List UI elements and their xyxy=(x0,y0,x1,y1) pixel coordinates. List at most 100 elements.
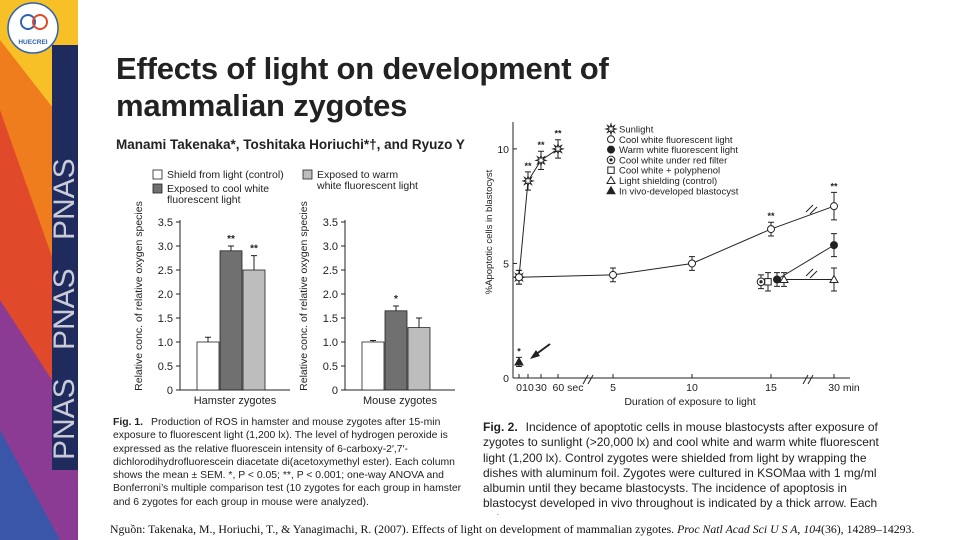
legend-label: Light shielding (control) xyxy=(619,176,717,187)
significance: * xyxy=(394,294,398,305)
significance: ** xyxy=(250,244,258,255)
pnas-strip xyxy=(52,45,80,470)
bar xyxy=(242,269,266,391)
marker-triangle xyxy=(606,185,616,195)
y-tick-label: 3.5 xyxy=(158,217,173,229)
marker-circle xyxy=(607,135,615,144)
y-tick-label: 2.5 xyxy=(158,265,173,277)
x-tick-label: 5 xyxy=(610,382,616,394)
y-axis-label: Relative conc. of relative oxygen specie… xyxy=(133,201,145,391)
marker-triangle xyxy=(779,274,789,283)
source-text: Nguồn: Takenaka, M., Horiuchi, T., & Yan… xyxy=(110,522,678,536)
bar xyxy=(219,250,243,391)
fig2-caption: Fig. 2. Incidence of apoptotic cells in m… xyxy=(483,420,903,515)
fig-label: Fig. 2. xyxy=(483,420,518,434)
error-bar xyxy=(393,305,399,311)
pnas-mark: PNAS xyxy=(48,158,81,240)
marker-dot xyxy=(609,158,613,162)
significance: ** xyxy=(227,234,235,245)
marker-circle xyxy=(830,202,838,211)
y-tick-label: 1.0 xyxy=(158,337,173,349)
source: Nguồn: Takenaka, M., Horiuchi, T., & Yan… xyxy=(110,522,914,537)
y-tick-label: 0 xyxy=(503,373,509,385)
y-tick-label: 2.5 xyxy=(323,265,338,277)
marker-dot xyxy=(759,280,763,284)
marker-circle xyxy=(607,145,615,154)
x-tick-label: 10 xyxy=(522,382,534,394)
marker-circle xyxy=(609,270,617,279)
legend-swatch xyxy=(152,183,163,194)
significance: ** xyxy=(537,140,545,150)
significance: ** xyxy=(524,161,532,171)
marker-square xyxy=(764,278,772,286)
title-line: Effects of light on development of xyxy=(116,51,609,86)
y-tick-label: 2.0 xyxy=(158,289,173,301)
legend-label-line: Exposed to cool white xyxy=(167,183,269,195)
fig-label: Fig. 1. xyxy=(113,417,144,428)
marker-circle xyxy=(767,225,775,234)
legend-label-line: white fluorescent light xyxy=(316,180,418,192)
y-tick-label: 0.5 xyxy=(158,361,173,373)
series-line xyxy=(776,244,835,280)
pnas-mark: PNAS xyxy=(48,268,81,350)
fig1-caption: Fig. 1. Production of ROS in hamster and … xyxy=(113,416,471,508)
error-bar xyxy=(228,245,234,251)
bar xyxy=(407,327,431,391)
legend-label: Shield from light (control) xyxy=(167,169,284,181)
y-tick-label: 0.5 xyxy=(323,361,338,373)
y-tick-label: 3.5 xyxy=(323,217,338,229)
x-tick-label: 60 sec xyxy=(553,382,584,394)
marker-circle xyxy=(515,273,523,282)
marker-circle xyxy=(830,241,838,250)
marker-bullseye xyxy=(756,277,766,287)
y-tick-label: 1.5 xyxy=(158,313,173,325)
x-tick-label: 10 xyxy=(686,382,698,394)
y-tick-label: 0 xyxy=(167,385,173,397)
y-tick-label: 3.0 xyxy=(158,241,173,253)
legend-label: Exposed to warm white fluorescent light xyxy=(316,169,418,192)
x-axis-label: Hamster zygotes xyxy=(194,395,277,407)
marker-triangle xyxy=(606,175,616,184)
legend-label-line: Exposed to warm xyxy=(317,169,398,181)
pnas-mark: PNAS xyxy=(48,378,81,460)
y-axis-label: Relative conc. of relative oxygen specie… xyxy=(298,201,310,391)
marker-star xyxy=(521,174,535,188)
legend-swatch xyxy=(302,169,313,180)
x-axis-label: Mouse zygotes xyxy=(363,395,437,407)
legend-label: In vivo-developed blastocyst xyxy=(619,186,739,197)
caption-text: Incidence of apoptotic cells in mouse bl… xyxy=(483,420,879,515)
error-bar xyxy=(416,317,422,328)
x-tick-label: 30 min xyxy=(828,382,860,394)
x-tick-label: 0 xyxy=(516,382,522,394)
marker-triangle xyxy=(514,356,524,366)
y-tick-label: 5 xyxy=(503,258,509,270)
legend-label-line: fluorescent light xyxy=(167,194,241,206)
legend-label: Exposed to cool white fluorescent light xyxy=(167,183,269,206)
error-bar xyxy=(251,255,257,270)
x-tick-label: 30 xyxy=(535,382,547,394)
y-tick-label: 1.5 xyxy=(323,313,338,325)
marker-star xyxy=(534,153,548,168)
paper-title: Effects of light on development of mammal… xyxy=(116,50,609,124)
legend-label: Sunlight xyxy=(619,125,654,136)
logo-icon xyxy=(20,14,36,30)
y-axis-label: %Apoptotic cells in blastocyst xyxy=(484,169,495,294)
significance: ** xyxy=(554,129,562,139)
title-line: mammalian zygotes xyxy=(116,88,408,123)
marker-square xyxy=(607,166,615,174)
marker-star xyxy=(551,141,565,156)
marker-circle xyxy=(688,259,696,268)
deco-blue xyxy=(0,430,60,540)
bar xyxy=(196,341,220,391)
marker-bullseye xyxy=(606,155,616,165)
arrow-head xyxy=(530,350,540,359)
x-tick-label: 15 xyxy=(765,382,777,394)
y-tick-label: 0 xyxy=(332,385,338,397)
bar xyxy=(384,310,408,391)
y-tick-label: 2.0 xyxy=(323,289,338,301)
marker-triangle xyxy=(829,274,839,283)
logo-icon xyxy=(32,14,48,30)
legend-label: Cool white + polyphenol xyxy=(619,166,720,177)
